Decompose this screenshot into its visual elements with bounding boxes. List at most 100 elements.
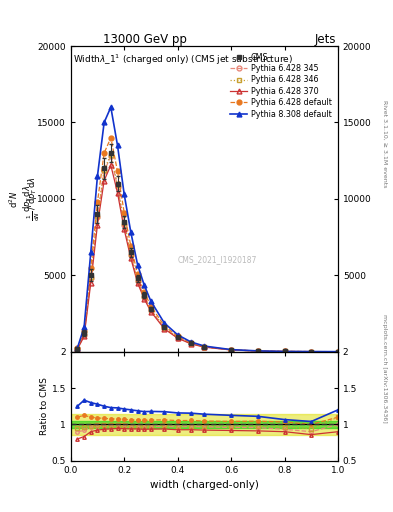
Pythia 6.428 default bbox=[149, 303, 153, 309]
Pythia 6.428 346 bbox=[115, 182, 120, 188]
Pythia 6.428 370 bbox=[108, 162, 113, 168]
Pythia 6.428 345 bbox=[102, 168, 107, 175]
Pythia 6.428 345 bbox=[282, 348, 287, 354]
Pythia 6.428 346 bbox=[255, 348, 260, 354]
Pythia 6.428 370 bbox=[88, 280, 93, 286]
Pythia 6.428 370 bbox=[162, 326, 167, 332]
Pythia 6.428 346 bbox=[122, 220, 127, 226]
Y-axis label: $\mathrm{d}^2N$
$\mathrm{d}p_\mathrm{T}\,\mathrm{d}\lambda$: $\mathrm{d}^2N$ $\mathrm{d}p_\mathrm{T}\… bbox=[7, 185, 34, 212]
Pythia 8.308 default bbox=[202, 343, 207, 349]
Pythia 8.308 default bbox=[135, 262, 140, 268]
Pythia 6.428 346 bbox=[108, 152, 113, 158]
Pythia 6.428 346 bbox=[309, 349, 314, 355]
Text: Width$\lambda\_1^1$ (charged only) (CMS jet substructure): Width$\lambda\_1^1$ (charged only) (CMS … bbox=[73, 52, 293, 67]
Pythia 8.308 default bbox=[149, 298, 153, 304]
Pythia 6.428 346 bbox=[282, 348, 287, 354]
Pythia 8.308 default bbox=[108, 104, 113, 110]
Pythia 6.428 345 bbox=[82, 332, 86, 338]
Pythia 8.308 default bbox=[129, 229, 133, 236]
Pythia 6.428 370 bbox=[282, 348, 287, 354]
Line: Pythia 6.428 370: Pythia 6.428 370 bbox=[75, 163, 340, 354]
Text: Rivet 3.1.10, ≥ 3.1M events: Rivet 3.1.10, ≥ 3.1M events bbox=[382, 100, 387, 187]
Pythia 8.308 default bbox=[309, 349, 314, 355]
Pythia 6.428 default bbox=[115, 168, 120, 175]
Pythia 8.308 default bbox=[189, 339, 193, 345]
Pythia 6.428 default bbox=[309, 349, 314, 355]
Pythia 6.428 370 bbox=[189, 341, 193, 347]
Pythia 6.428 370 bbox=[129, 255, 133, 262]
Pythia 6.428 370 bbox=[336, 349, 340, 355]
Pythia 6.428 default bbox=[75, 345, 80, 351]
Pythia 6.428 346 bbox=[149, 307, 153, 313]
Pythia 6.428 346 bbox=[88, 274, 93, 280]
Pythia 8.308 default bbox=[95, 173, 100, 179]
Pythia 6.428 345 bbox=[309, 349, 314, 355]
Pythia 6.428 345 bbox=[189, 340, 193, 347]
Pythia 6.428 default bbox=[122, 209, 127, 216]
Pythia 6.428 345 bbox=[229, 347, 233, 353]
Pythia 6.428 default bbox=[255, 348, 260, 354]
Pythia 6.428 345 bbox=[129, 252, 133, 259]
Pythia 6.428 345 bbox=[336, 349, 340, 355]
Pythia 6.428 346 bbox=[82, 331, 86, 337]
Pythia 6.428 370 bbox=[175, 335, 180, 342]
Line: Pythia 8.308 default: Pythia 8.308 default bbox=[75, 105, 340, 354]
Pythia 8.308 default bbox=[82, 324, 86, 330]
Pythia 6.428 default bbox=[129, 243, 133, 249]
Pythia 6.428 345 bbox=[255, 348, 260, 354]
Pythia 6.428 346 bbox=[75, 346, 80, 352]
Pythia 6.428 370 bbox=[149, 309, 153, 315]
Text: 13000 GeV pp: 13000 GeV pp bbox=[103, 33, 187, 46]
Pythia 6.428 345 bbox=[149, 307, 153, 313]
Legend: CMS, Pythia 6.428 345, Pythia 6.428 346, Pythia 6.428 370, Pythia 6.428 default,: CMS, Pythia 6.428 345, Pythia 6.428 346,… bbox=[227, 50, 334, 121]
Pythia 8.308 default bbox=[162, 320, 167, 326]
Line: Pythia 6.428 345: Pythia 6.428 345 bbox=[75, 154, 340, 354]
Pythia 6.428 370 bbox=[202, 344, 207, 350]
Pythia 6.428 346 bbox=[175, 334, 180, 340]
Pythia 6.428 345 bbox=[122, 222, 127, 228]
Pythia 6.428 370 bbox=[82, 333, 86, 339]
X-axis label: width (charged-only): width (charged-only) bbox=[150, 480, 259, 490]
Pythia 6.428 370 bbox=[122, 226, 127, 232]
Pythia 6.428 345 bbox=[75, 346, 80, 352]
Pythia 6.428 default bbox=[189, 340, 193, 346]
Text: mcplots.cern.ch [arXiv:1306.3436]: mcplots.cern.ch [arXiv:1306.3436] bbox=[382, 314, 387, 423]
Text: CMS_2021_I1920187: CMS_2021_I1920187 bbox=[178, 255, 257, 265]
Pythia 6.428 346 bbox=[129, 251, 133, 257]
Pythia 6.428 345 bbox=[88, 275, 93, 282]
Pythia 6.428 370 bbox=[135, 280, 140, 286]
Pythia 8.308 default bbox=[282, 348, 287, 354]
Bar bbox=[71, 421, 338, 428]
Pythia 6.428 default bbox=[175, 333, 180, 339]
Pythia 8.308 default bbox=[142, 282, 147, 288]
Y-axis label: Ratio to CMS: Ratio to CMS bbox=[40, 377, 49, 435]
Pythia 6.428 370 bbox=[229, 347, 233, 353]
Pythia 6.428 346 bbox=[336, 349, 340, 355]
Pythia 6.428 346 bbox=[202, 344, 207, 350]
Pythia 6.428 346 bbox=[162, 325, 167, 331]
Pythia 6.428 345 bbox=[108, 153, 113, 159]
Pythia 6.428 346 bbox=[95, 212, 100, 219]
Pythia 6.428 345 bbox=[95, 214, 100, 220]
Pythia 8.308 default bbox=[175, 332, 180, 338]
Pythia 6.428 default bbox=[202, 344, 207, 350]
Line: Pythia 6.428 346: Pythia 6.428 346 bbox=[75, 152, 340, 354]
Pythia 6.428 370 bbox=[115, 189, 120, 196]
Pythia 6.428 346 bbox=[142, 293, 147, 300]
Pythia 8.308 default bbox=[88, 249, 93, 255]
Pythia 6.428 346 bbox=[189, 340, 193, 347]
Pythia 6.428 345 bbox=[162, 325, 167, 331]
Pythia 6.428 default bbox=[135, 271, 140, 277]
Pythia 6.428 default bbox=[82, 328, 86, 334]
Pythia 6.428 370 bbox=[102, 178, 107, 184]
Pythia 6.428 345 bbox=[135, 278, 140, 284]
Pythia 6.428 default bbox=[108, 135, 113, 141]
Pythia 6.428 345 bbox=[115, 184, 120, 190]
Pythia 8.308 default bbox=[102, 119, 107, 125]
Pythia 6.428 370 bbox=[309, 349, 314, 355]
Pythia 6.428 default bbox=[336, 349, 340, 355]
Pythia 6.428 default bbox=[95, 199, 100, 205]
Pythia 6.428 370 bbox=[95, 222, 100, 228]
Bar bbox=[71, 414, 338, 435]
Pythia 6.428 default bbox=[162, 323, 167, 329]
